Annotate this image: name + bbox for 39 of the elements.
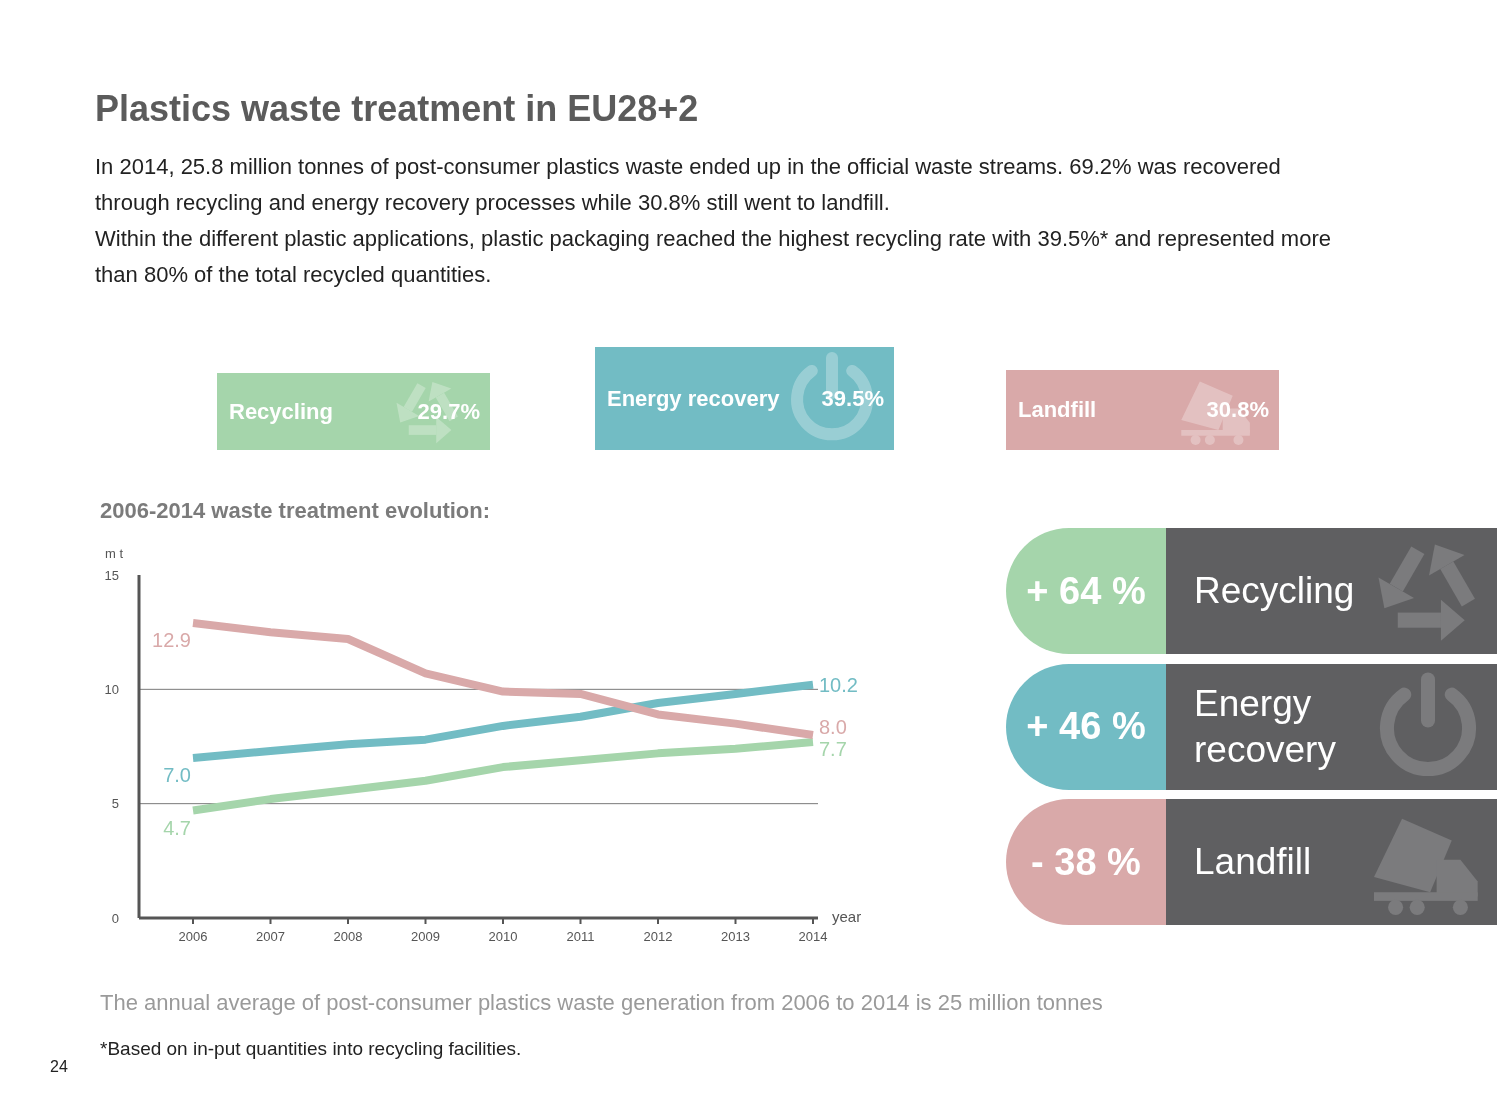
category-label: Recycling	[229, 398, 333, 425]
text: - 38 %	[1031, 840, 1141, 883]
text: 30.8%	[1206, 397, 1269, 422]
text: Plastics waste treatment in EU28+2	[95, 88, 699, 130]
text: + 46 %	[1026, 705, 1146, 747]
data-label: 7.0	[163, 763, 191, 786]
x-tick-label: 2006	[178, 929, 208, 945]
x-tick-label: 2009	[411, 929, 440, 945]
y-tick-label: 5	[111, 796, 119, 812]
data-label: 12.9	[152, 629, 191, 652]
category-label: Energy recovery	[607, 385, 780, 412]
x-tick-label: 2013	[721, 929, 750, 945]
y-axis-title: m t	[105, 546, 124, 561]
text: 29.7%	[417, 398, 480, 424]
category-label: Landfill	[1018, 397, 1097, 423]
x-axis-title: year	[832, 908, 862, 925]
y-tick-label: 10	[104, 681, 119, 697]
category-label: Landfill	[1194, 840, 1312, 884]
text: + 64 %	[1026, 569, 1146, 612]
y-tick-label: 15	[104, 567, 119, 583]
x-tick-label: 2014	[798, 929, 828, 945]
x-tick-label: 2007	[256, 929, 285, 945]
data-label: 8.0	[819, 716, 847, 739]
data-label: 7.7	[819, 738, 847, 761]
category-label: Recycling	[1194, 569, 1355, 613]
text: The annual average of post-consumer plastics waste generation from 2006 to 2014 is 25 million tonnes	[100, 990, 1103, 1016]
text: In 2014, 25.8 million tonnes of post-consumer plastics waste ended up in the official waste streams. 69.2% was recovered through recycling and energy recovery processes while 30.8% still went to landfill. Within the different plastic applications, plastic packaging reached the highest recycling rate with 39.5%* and represented more than 80% of the total recycled quantities.	[95, 153, 1332, 289]
x-tick-label: 2008	[333, 929, 363, 945]
text: 24	[50, 1058, 68, 1076]
chart-title: 2006-2014 waste treatment evolution:	[100, 498, 491, 524]
y-tick-label: 0	[111, 910, 119, 926]
data-label: 4.7	[163, 816, 191, 839]
x-tick-label: 2012	[643, 929, 673, 945]
category-label: Energy recovery	[1194, 681, 1337, 772]
text: *Based on in-put quantities into recycling facilities.	[100, 1038, 522, 1060]
x-tick-label: 2010	[488, 929, 518, 945]
data-label: 10.2	[819, 673, 858, 696]
text: 39.5%	[821, 385, 884, 411]
x-tick-label: 2011	[566, 929, 595, 945]
